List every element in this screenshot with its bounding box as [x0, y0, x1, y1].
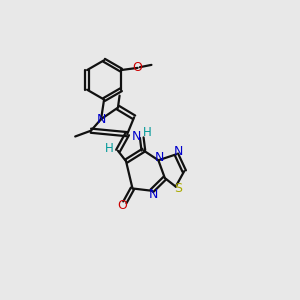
Text: N: N	[155, 151, 164, 164]
Text: N: N	[97, 113, 106, 126]
Text: N: N	[132, 130, 141, 143]
Text: H: H	[105, 142, 113, 154]
Text: N: N	[174, 145, 183, 158]
Text: H: H	[143, 126, 152, 139]
Text: O: O	[118, 199, 128, 212]
Text: O: O	[133, 61, 142, 74]
Text: S: S	[175, 182, 182, 195]
Text: N: N	[148, 188, 158, 200]
